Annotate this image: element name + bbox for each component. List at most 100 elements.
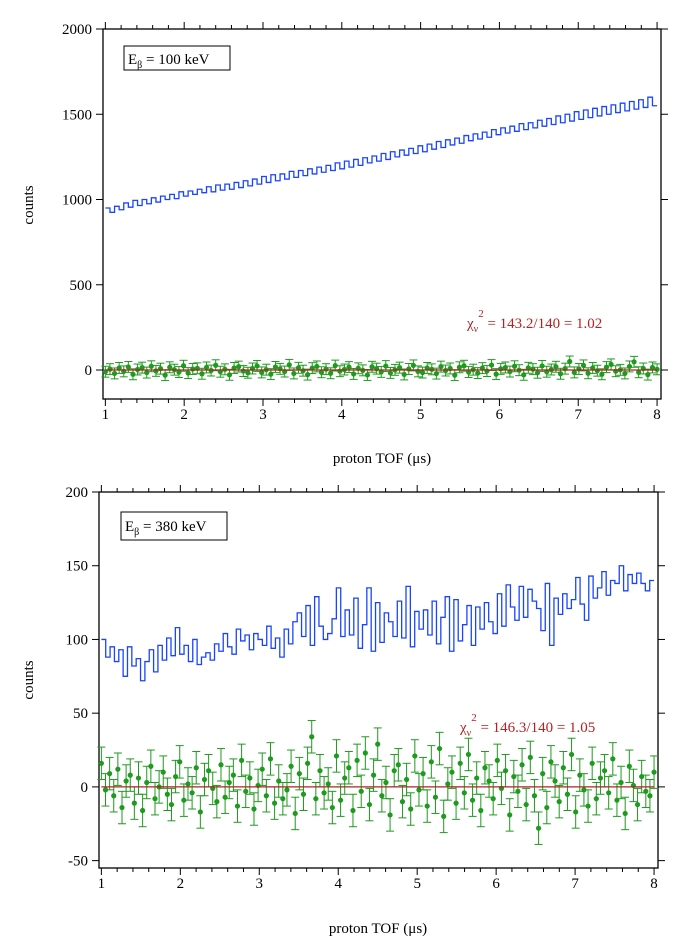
residual-point (126, 758, 135, 792)
residual-point (423, 789, 432, 823)
x-tick-label: 8 (653, 407, 661, 423)
residual-point (431, 780, 440, 814)
residual-point (443, 767, 452, 801)
residual-point (287, 749, 296, 783)
residual-point (271, 360, 280, 373)
energy-legend-box: Eβ = 100 keV (123, 45, 231, 71)
residual-point (588, 746, 597, 781)
residual-point (534, 811, 543, 845)
residual-point (641, 774, 650, 809)
residual-point (216, 748, 225, 782)
residual-point (138, 793, 147, 828)
residual-point (150, 781, 159, 816)
y-tick-label: -50 (68, 854, 88, 870)
panel-380kev: 1 2 3 4 5 6 7 8 -50 0 50 100 150 200 counts proton TO… (21, 485, 665, 937)
y-axis-label: counts (21, 185, 37, 224)
y-tick-label: 150 (66, 559, 89, 575)
residual-series (101, 355, 662, 382)
residual-point (546, 745, 555, 779)
residual-point (386, 366, 395, 379)
residual-point (183, 767, 192, 801)
residual-point (571, 795, 580, 829)
residual-point (326, 367, 335, 380)
residual-point (294, 361, 303, 374)
residual-point (600, 753, 609, 788)
residual-point (230, 362, 239, 374)
x-tick-label: 4 (334, 876, 342, 892)
residual-point (551, 764, 560, 798)
histogram-line (105, 96, 658, 213)
residual-point (357, 774, 366, 809)
residual-point (320, 776, 329, 810)
residual-point (122, 764, 131, 798)
residual-point (617, 765, 626, 800)
residual-point (402, 762, 411, 797)
residual-series (97, 720, 659, 845)
residual-point (257, 366, 266, 379)
residual-point (427, 745, 436, 779)
residual-point (225, 765, 234, 800)
residual-point (161, 369, 170, 382)
residual-point (390, 753, 399, 788)
residual-point (653, 363, 662, 376)
residual-point (386, 798, 395, 832)
residual-point (270, 786, 279, 820)
residual-point (460, 776, 469, 810)
residual-point (452, 786, 461, 820)
residual-point (332, 739, 341, 773)
x-tick-label: 2 (177, 876, 185, 892)
residual-point (602, 361, 611, 374)
residual-point (291, 796, 300, 831)
x-tick-label: 6 (496, 407, 504, 423)
chi-square-annotation: χν2 = 143.2/140 = 1.02 (466, 308, 602, 335)
residual-point (559, 751, 568, 785)
residual-point (237, 743, 246, 778)
residual-point (538, 756, 547, 791)
residual-point (97, 746, 106, 781)
residual-point (579, 359, 588, 372)
residual-point (450, 369, 459, 382)
residual-point (336, 783, 345, 817)
residual-point (165, 361, 174, 374)
histogram-line (101, 565, 655, 682)
y-tick-label: 0 (85, 363, 93, 379)
residual-point (645, 779, 654, 813)
residual-point (245, 761, 254, 795)
residual-point (229, 758, 238, 792)
histogram-series (101, 565, 655, 682)
residual-point (604, 776, 613, 810)
x-tick-label: 5 (413, 876, 421, 892)
y-tick-label: 100 (66, 632, 89, 648)
x-tick-label: 2 (180, 407, 188, 423)
residual-point (608, 742, 617, 776)
residual-point (493, 743, 502, 778)
panel-100kev: 1 2 3 4 5 6 7 8 0 500 1000 1500 2000 counts proton T… (21, 22, 668, 467)
residual-point (629, 768, 638, 803)
residual-point (633, 787, 642, 822)
residual-point (563, 777, 572, 811)
residual-point (196, 795, 205, 829)
residual-point (163, 777, 172, 811)
residual-point (105, 756, 114, 791)
residual-point (109, 779, 118, 813)
y-tick-label: 1500 (62, 107, 92, 123)
y-tick-label: 200 (66, 485, 89, 501)
y-tick-label: 1000 (62, 193, 92, 209)
residual-point (518, 748, 527, 782)
residual-point (455, 361, 464, 374)
residual-point (142, 765, 151, 800)
residual-point (192, 751, 201, 785)
residual-point (439, 799, 448, 834)
residual-point (464, 366, 473, 379)
residual-point (592, 781, 601, 816)
residual-point (596, 761, 605, 795)
residual-point (394, 748, 403, 782)
residual-point (565, 355, 574, 368)
residual-point (117, 790, 126, 825)
residual-point (266, 742, 275, 776)
y-tick-label: 500 (70, 278, 93, 294)
residual-point (188, 776, 197, 810)
residual-point (179, 783, 188, 817)
residual-point (468, 783, 477, 817)
residual-point (584, 789, 593, 823)
